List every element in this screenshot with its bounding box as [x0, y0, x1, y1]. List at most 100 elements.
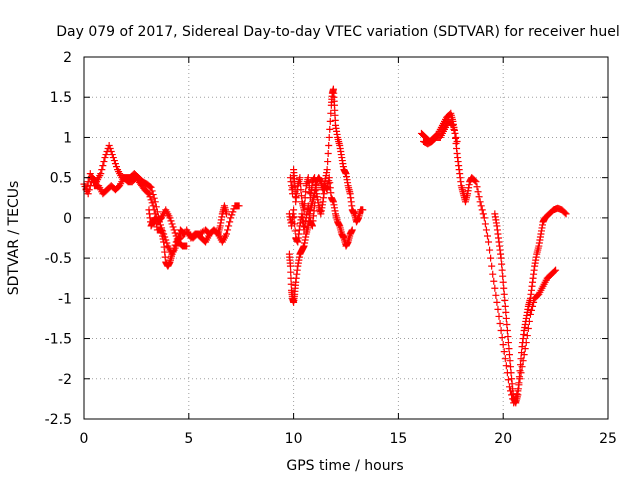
data-point	[493, 298, 501, 306]
data-point	[504, 339, 512, 347]
data-point	[88, 176, 96, 184]
data-point	[291, 227, 299, 235]
data-point	[151, 198, 159, 206]
data-point	[99, 162, 107, 170]
data-point	[515, 379, 523, 387]
y-tick-label: -1	[58, 291, 72, 307]
data-point	[144, 189, 152, 197]
data-point	[168, 250, 176, 258]
data-point	[147, 183, 155, 191]
data-point	[148, 199, 156, 207]
data-point	[170, 226, 178, 234]
data-point	[229, 208, 237, 216]
data-point	[524, 325, 532, 332]
data-point	[286, 262, 294, 270]
data-point	[505, 345, 513, 353]
data-point	[483, 232, 491, 240]
data-point	[506, 357, 514, 365]
data-point	[101, 154, 109, 162]
y-tick-label: 0	[63, 211, 72, 227]
data-point	[108, 151, 116, 159]
axis-ticks	[83, 56, 609, 420]
data-points	[80, 85, 570, 407]
x-tick-label: 0	[80, 431, 89, 447]
data-point	[471, 177, 479, 185]
x-tick-label: 25	[599, 431, 617, 447]
data-point	[105, 141, 113, 149]
plot-frame	[83, 56, 609, 420]
data-point	[448, 120, 456, 128]
data-point	[147, 196, 155, 204]
data-point	[482, 226, 490, 234]
data-point	[449, 121, 457, 129]
x-tick-label: 15	[389, 431, 407, 447]
data-point	[225, 222, 233, 230]
data-point	[290, 213, 298, 221]
data-point	[301, 200, 309, 208]
data-point	[498, 266, 506, 274]
y-tick-label: -2	[58, 372, 72, 388]
data-point	[450, 125, 458, 133]
data-point	[499, 278, 507, 286]
data-point	[561, 209, 569, 217]
data-point	[97, 170, 105, 178]
data-point	[507, 369, 515, 377]
data-point	[84, 178, 92, 186]
data-point	[171, 229, 179, 237]
y-tick-label: 1	[63, 130, 72, 146]
data-point	[551, 267, 559, 275]
data-point	[84, 190, 92, 198]
data-point	[507, 363, 515, 371]
data-point	[323, 166, 331, 174]
data-point	[452, 133, 460, 141]
data-point	[171, 241, 179, 249]
data-point	[517, 355, 525, 363]
data-point	[508, 391, 516, 399]
data-point	[476, 198, 484, 206]
x-tick-label: 10	[285, 431, 303, 447]
data-point	[500, 284, 508, 292]
series-sat-track-4	[185, 202, 231, 246]
data-point	[169, 223, 177, 231]
data-point	[518, 349, 526, 357]
y-tick-labels: -2.5 -2 -1.5 -1 -0.5 0 0.5 1 1.5 2	[45, 50, 72, 428]
x-axis-label: GPS time / hours	[286, 458, 403, 474]
series-sat-track-1	[80, 141, 189, 258]
data-point	[87, 173, 95, 181]
y-tick-label: -0.5	[45, 251, 72, 267]
data-point	[287, 268, 295, 276]
data-point	[235, 202, 243, 210]
data-point	[472, 178, 480, 186]
data-point	[291, 220, 299, 228]
series-sat-track-7	[285, 202, 319, 246]
data-point	[514, 391, 522, 399]
series-sat-track-10	[491, 204, 570, 407]
data-point	[473, 183, 481, 191]
y-tick-label: 2	[63, 50, 72, 66]
data-point	[145, 190, 153, 198]
data-point	[477, 202, 485, 210]
series-sat-track-5	[285, 85, 367, 306]
data-point	[499, 341, 507, 349]
data-point	[146, 183, 154, 191]
data-point	[223, 230, 231, 238]
data-point	[502, 362, 510, 370]
data-point	[475, 193, 483, 201]
data-point	[488, 262, 496, 270]
y-tick-label: 0.5	[50, 171, 72, 187]
chart-title: Day 079 of 2017, Sidereal Day-to-day VTE…	[56, 24, 619, 40]
data-point	[325, 133, 333, 141]
data-point	[453, 137, 461, 145]
data-point	[552, 266, 560, 274]
data-point	[498, 260, 506, 268]
data-point	[83, 182, 91, 190]
data-point	[287, 280, 295, 288]
data-point	[501, 296, 509, 304]
data-point	[150, 194, 158, 202]
data-point	[500, 290, 508, 298]
data-point	[527, 306, 535, 314]
series-sat-track-8	[417, 109, 560, 407]
y-tick-label: -2.5	[45, 412, 72, 428]
data-point	[170, 244, 178, 252]
data-point	[107, 148, 115, 156]
